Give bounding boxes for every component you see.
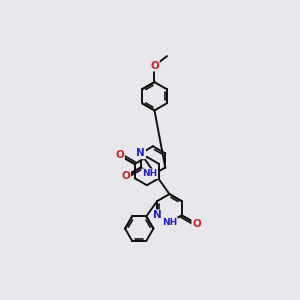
Text: O: O — [150, 61, 159, 71]
Text: NH: NH — [142, 169, 157, 178]
Text: N: N — [136, 148, 145, 158]
Text: O: O — [115, 150, 124, 160]
Text: O: O — [122, 171, 130, 181]
Text: O: O — [192, 219, 201, 229]
Text: N: N — [153, 210, 161, 220]
Text: NH: NH — [162, 218, 177, 227]
